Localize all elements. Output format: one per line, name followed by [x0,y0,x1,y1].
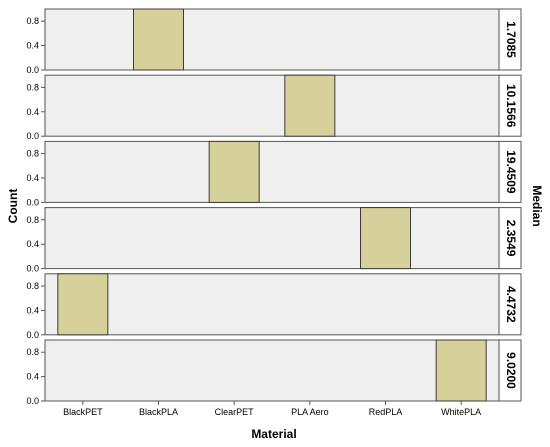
y-tick-label: 0.8 [26,347,39,357]
x-axis-ticks: BlackPET BlackPLA ClearPET PLA Aero RedPLA Wh… [63,401,481,417]
x-tick-label: RedPLA [369,407,403,417]
panel-strip [498,140,522,203]
y-tick-label: 0.8 [26,281,39,291]
panel-median-label: 10.1566 [504,84,518,128]
y-tick-label: 0.0 [26,131,39,141]
bar-whitepla [435,339,487,402]
panel-background [44,339,500,402]
panel-strip [498,273,522,336]
y-tick-label: 0.4 [26,173,39,183]
y-tick-label: 0.8 [26,215,39,225]
y-tick-label: 0.8 [26,149,39,159]
panel-6: 9.0200 0.0 0.4 0.8 [26,339,522,406]
x-tick-label: PLA Aero [291,407,329,417]
x-axis-title: Material [251,427,296,441]
panel-4: 2.3549 0.0 0.4 0.8 [26,207,522,274]
x-tick-label: BlackPLA [139,407,178,417]
bar-clearpet [208,140,260,203]
facet-axis-title: Median [530,185,544,226]
bar-redpla [360,207,411,270]
panel-median-label: 2.3549 [504,220,518,257]
y-tick-label: 0.4 [26,239,39,249]
bar-pla-aero [284,74,336,137]
y-tick-label: 0.8 [26,82,39,92]
y-tick-label: 0.4 [26,41,39,51]
panel-median-label: 9.0200 [504,352,518,389]
panel-strip [498,8,522,71]
panel-strip [498,74,522,137]
y-tick-label: 0.4 [26,305,39,315]
panel-median-label: 1.7085 [504,21,518,58]
x-tick-label: BlackPET [63,407,103,417]
x-tick-label: ClearPET [215,407,255,417]
panel-strip [498,339,522,402]
panel-background [44,74,500,137]
y-tick-label: 0.0 [26,65,39,75]
panel-background [44,273,500,336]
panel-2: 10.1566 0.0 0.4 0.8 [26,74,522,141]
y-tick-label: 0.8 [26,16,39,26]
y-tick-label: 0.0 [26,264,39,274]
y-tick-label: 0.0 [26,330,39,340]
panel-background [44,8,500,71]
y-tick-label: 0.4 [26,372,39,382]
panel-median-label: 19.4509 [504,150,518,194]
y-tick-label: 0.0 [26,197,39,207]
panel-strip [498,207,522,270]
y-tick-label: 0.4 [26,107,39,117]
panel-3: 19.4509 0.0 0.4 0.8 [26,140,522,207]
bar-blackpet [57,273,109,336]
y-tick-label: 0.0 [26,396,39,406]
x-tick-label: WhitePLA [441,407,481,417]
panel-1: 1.7085 0.0 0.4 0.8 [26,8,522,75]
panel-5: 4.4732 0.0 0.4 0.8 [26,273,522,340]
y-axis-title: Count [6,189,20,224]
bar-blackpla [133,8,184,71]
panel-background [44,140,500,203]
chart-panels: 1.7085 0.0 0.4 0.8 10.1566 0.0 0.4 0.8 19.4509 0.… [26,8,522,406]
panel-background [44,207,500,270]
panel-median-label: 4.4732 [504,286,518,323]
